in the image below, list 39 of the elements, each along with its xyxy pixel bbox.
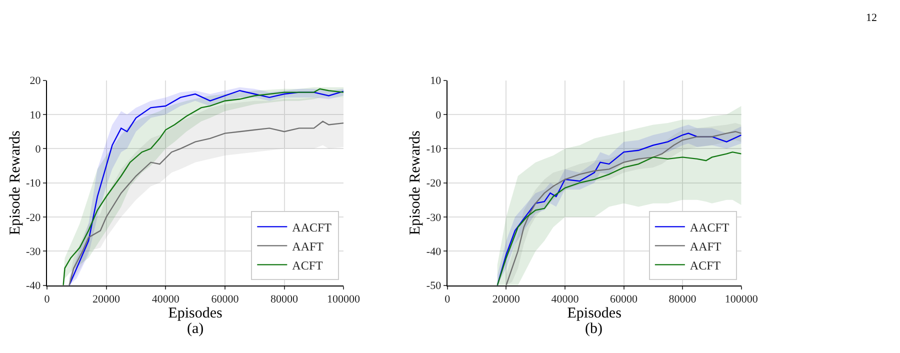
legend-label: AACFT	[292, 220, 332, 234]
x-tick-label: 40000	[152, 294, 180, 306]
x-tick-label: 20000	[492, 294, 520, 306]
legend-label: ACFT	[292, 258, 324, 272]
x-tick-label: 0	[444, 294, 451, 306]
x-tick-label: 80000	[270, 294, 298, 306]
x-tick-label: 0	[44, 294, 50, 306]
y-tick-label: -40	[26, 280, 42, 292]
y-tick-label: -30	[26, 246, 42, 258]
legend-label: ACFT	[690, 258, 722, 272]
x-axis-title: Episodes	[567, 306, 622, 322]
legend-label: AACFT	[690, 220, 730, 234]
y-tick-label: 0	[35, 144, 42, 156]
x-tick-label: 60000	[211, 294, 240, 306]
y-tick-label: -40	[426, 246, 442, 258]
x-tick-label: 100000	[724, 294, 758, 306]
y-tick-label: 10	[30, 109, 42, 122]
x-axis-title: Episodes	[168, 306, 223, 322]
x-tick-label: 40000	[551, 294, 580, 306]
y-axis-title: Episode Rewards	[408, 130, 424, 236]
y-axis-title: Episode Rewards	[7, 130, 24, 236]
text: 12	[866, 12, 877, 24]
x-tick-label: 60000	[610, 294, 638, 306]
y-tick-label: -20	[26, 212, 42, 224]
y-tick-label: 20	[30, 75, 42, 88]
y-tick-label: -20	[426, 178, 442, 190]
y-tick-label: -10	[26, 178, 42, 190]
text: (a)	[187, 321, 204, 337]
text: (b)	[585, 321, 602, 337]
y-tick-label: 10	[430, 75, 442, 88]
y-tick-label: -30	[426, 212, 442, 224]
y-tick-label: 0	[436, 109, 442, 122]
y-tick-label: -10	[426, 144, 442, 156]
x-tick-label: 100000	[327, 294, 361, 306]
legend-label: AAFT	[292, 239, 324, 254]
x-tick-label: 20000	[92, 294, 121, 306]
legend-label: AAFT	[690, 239, 722, 254]
y-tick-label: -50	[426, 280, 442, 292]
x-tick-label: 80000	[668, 294, 697, 306]
